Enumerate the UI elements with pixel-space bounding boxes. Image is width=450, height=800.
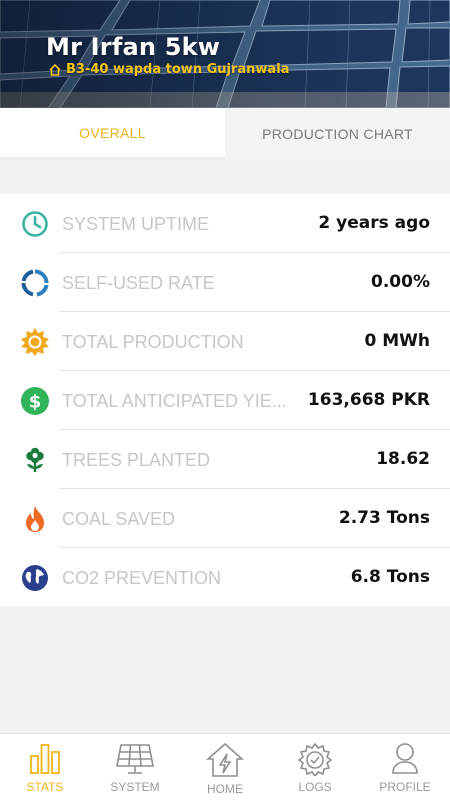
stat-row-coal-saved: COAL SAVED 2.73 Tons: [0, 489, 450, 548]
bottom-nav: STATS SYSTEM HOME: [0, 733, 450, 800]
nav-label: PROFILE: [379, 780, 431, 794]
stat-value: 2 years ago: [318, 213, 430, 233]
nav-item-stats[interactable]: STATS: [0, 734, 90, 800]
stat-label: CO2 PREVENTION: [62, 568, 222, 588]
gear-check-icon: [297, 742, 333, 776]
globe-icon: [22, 565, 48, 591]
sun-icon: [21, 328, 49, 356]
stat-label: TOTAL PRODUCTION: [62, 332, 244, 352]
header-shade: [0, 0, 450, 108]
header-banner: Mr Irfan 5kw B3-40 wapda town Gujranwala: [0, 0, 450, 108]
tab-bar: OVERALL PRODUCTION CHART: [0, 108, 450, 160]
nav-label: STATS: [26, 780, 64, 794]
stat-value: 18.62: [376, 449, 430, 469]
tab-production-chart[interactable]: PRODUCTION CHART: [225, 108, 450, 160]
flame-icon: [26, 506, 44, 532]
address-text: B3-40 wapda town Gujranwala: [66, 62, 290, 77]
nav-item-profile[interactable]: PROFILE: [360, 734, 450, 800]
stat-value: 6.8 Tons: [350, 567, 430, 587]
stat-value: 0.00%: [371, 272, 430, 292]
stat-value: 163,668 PKR: [307, 390, 430, 410]
clock-icon: [22, 211, 48, 237]
ring-chart-icon: [21, 269, 49, 297]
stat-row-total-production: TOTAL PRODUCTION 0 MWh: [0, 312, 450, 371]
stat-row-anticipated-yield: $ TOTAL ANTICIPATED YIE... 163,668 PKR: [0, 371, 450, 430]
nav-label: LOGS: [298, 780, 332, 794]
nav-label: HOME: [207, 782, 243, 796]
bar-chart-icon: [30, 744, 60, 774]
solar-panels-image: [0, 0, 450, 108]
solar-panel-icon: [116, 744, 154, 774]
system-title: Mr Irfan 5kw: [46, 33, 221, 61]
stat-value: 2.73 Tons: [338, 508, 430, 528]
nav-item-system[interactable]: SYSTEM: [90, 734, 180, 800]
nav-label: SYSTEM: [110, 780, 160, 794]
system-address: B3-40 wapda town Gujranwala: [48, 62, 289, 77]
stat-row-co2-prevention: CO2 PREVENTION 6.8 Tons: [0, 548, 450, 607]
home-bolt-icon: [206, 742, 244, 777]
stat-row-trees-planted: TREES PLANTED 18.62: [0, 430, 450, 489]
stats-list: SYSTEM UPTIME 2 years ago SELF-USED RATE…: [0, 194, 450, 606]
home-icon: [49, 63, 61, 76]
stat-value: 0 MWh: [364, 331, 430, 351]
stat-label: COAL SAVED: [62, 509, 176, 529]
user-icon: [392, 743, 418, 774]
plant-icon: [26, 447, 44, 472]
tab-overall[interactable]: OVERALL: [0, 108, 225, 160]
stat-row-system-uptime: SYSTEM UPTIME 2 years ago: [0, 194, 450, 253]
dollar-icon: $: [21, 387, 49, 415]
stat-row-self-used-rate: SELF-USED RATE 0.00%: [0, 253, 450, 312]
stat-label: TREES PLANTED: [62, 450, 211, 470]
stat-label: SELF-USED RATE: [62, 273, 215, 293]
nav-item-home[interactable]: HOME: [180, 734, 270, 800]
nav-item-logs[interactable]: LOGS: [270, 734, 360, 800]
stat-label: SYSTEM UPTIME: [62, 214, 210, 234]
stat-label: TOTAL ANTICIPATED YIE...: [62, 391, 287, 411]
svg-text:$: $: [29, 392, 42, 413]
